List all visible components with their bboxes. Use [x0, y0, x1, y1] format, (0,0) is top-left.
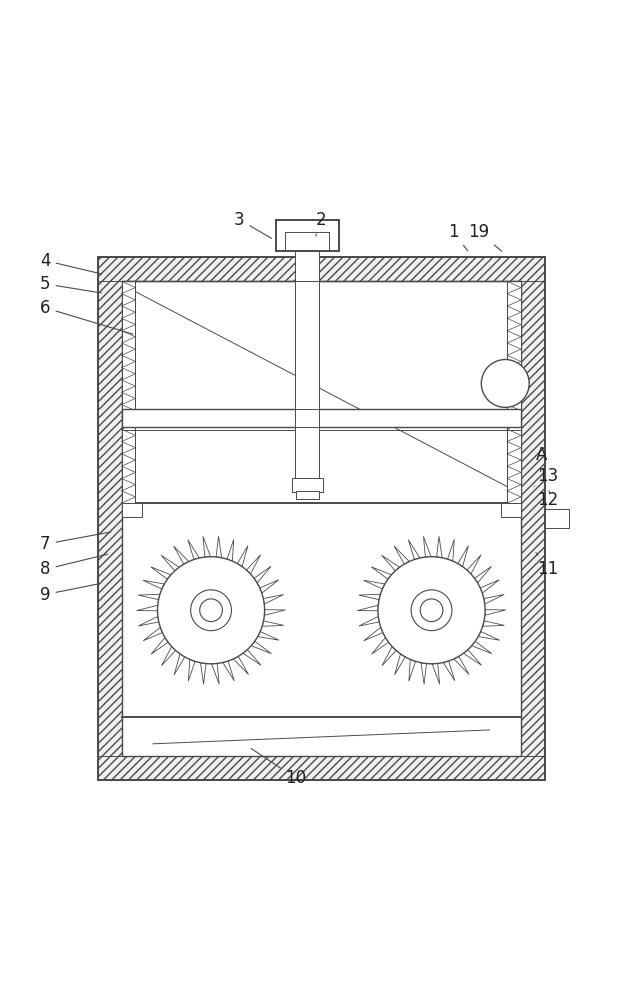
Bar [545, 509, 569, 528]
Text: 5: 5 [40, 275, 101, 293]
Polygon shape [472, 641, 492, 654]
Polygon shape [265, 610, 285, 615]
Polygon shape [478, 632, 500, 640]
Polygon shape [364, 580, 385, 589]
Polygon shape [437, 536, 442, 558]
Polygon shape [382, 555, 399, 571]
Bar [98, 257, 122, 780]
Polygon shape [151, 567, 171, 579]
Bar [98, 257, 545, 281]
Polygon shape [394, 654, 405, 675]
Bar [521, 257, 545, 780]
Bar [122, 281, 135, 503]
Circle shape [158, 557, 265, 664]
Text: 7: 7 [40, 532, 111, 553]
Polygon shape [203, 536, 210, 557]
Polygon shape [359, 616, 379, 626]
Polygon shape [423, 536, 431, 557]
Polygon shape [408, 540, 420, 559]
Polygon shape [444, 661, 455, 681]
Polygon shape [371, 567, 391, 579]
Polygon shape [263, 594, 284, 604]
Polygon shape [364, 627, 383, 641]
Polygon shape [357, 605, 378, 611]
Polygon shape [223, 661, 234, 681]
Polygon shape [467, 555, 481, 574]
Polygon shape [188, 540, 199, 559]
Bar [276, 220, 339, 251]
Polygon shape [483, 621, 505, 626]
Polygon shape [238, 546, 248, 567]
Polygon shape [447, 539, 454, 561]
Text: 8: 8 [40, 554, 108, 578]
Text: 10: 10 [251, 749, 307, 787]
Text: 3: 3 [234, 211, 272, 238]
Polygon shape [233, 656, 248, 674]
Polygon shape [372, 638, 389, 654]
Circle shape [481, 360, 529, 407]
Polygon shape [212, 663, 219, 684]
Polygon shape [464, 650, 481, 665]
Circle shape [378, 557, 485, 664]
Text: 19: 19 [468, 223, 502, 251]
Text: 2: 2 [316, 211, 326, 236]
Text: 12: 12 [534, 486, 559, 509]
Polygon shape [227, 539, 234, 561]
Bar [295, 409, 319, 427]
Polygon shape [243, 650, 261, 665]
Polygon shape [485, 610, 506, 615]
Polygon shape [458, 546, 469, 567]
Polygon shape [188, 659, 195, 681]
Polygon shape [258, 632, 279, 640]
Polygon shape [254, 566, 271, 583]
Polygon shape [260, 580, 279, 593]
Text: 9: 9 [40, 584, 100, 603]
Text: 11: 11 [536, 553, 559, 578]
Bar [98, 756, 545, 780]
Bar [296, 491, 319, 499]
Polygon shape [161, 646, 176, 666]
Polygon shape [454, 656, 469, 674]
Text: 6: 6 [40, 299, 133, 334]
Polygon shape [246, 555, 261, 574]
Text: 4: 4 [40, 252, 101, 274]
Polygon shape [143, 580, 164, 589]
Bar [507, 281, 521, 503]
Polygon shape [409, 659, 416, 681]
Polygon shape [262, 621, 284, 626]
Text: 1: 1 [449, 223, 467, 251]
Text: 13: 13 [537, 467, 559, 492]
Polygon shape [474, 566, 491, 583]
Polygon shape [143, 627, 163, 641]
Bar [122, 503, 142, 517]
Polygon shape [200, 663, 206, 684]
Bar [501, 503, 521, 517]
Polygon shape [421, 663, 427, 684]
Polygon shape [138, 594, 160, 600]
Circle shape [191, 590, 231, 631]
Polygon shape [161, 555, 179, 571]
Bar [295, 427, 319, 478]
Polygon shape [432, 663, 440, 684]
Bar [122, 409, 521, 427]
Polygon shape [382, 646, 396, 666]
Bar [295, 251, 319, 281]
Polygon shape [216, 536, 222, 558]
Polygon shape [251, 641, 272, 654]
Polygon shape [358, 594, 381, 600]
Polygon shape [174, 654, 185, 675]
Polygon shape [137, 605, 158, 611]
Polygon shape [394, 546, 410, 564]
Bar [295, 281, 319, 409]
Circle shape [411, 590, 452, 631]
Text: A: A [536, 446, 547, 472]
Bar [292, 478, 323, 492]
Polygon shape [139, 616, 159, 626]
Polygon shape [151, 638, 168, 654]
Polygon shape [484, 594, 504, 604]
Polygon shape [174, 546, 189, 564]
Polygon shape [480, 580, 500, 593]
Bar [98, 257, 545, 780]
Bar [122, 281, 521, 756]
